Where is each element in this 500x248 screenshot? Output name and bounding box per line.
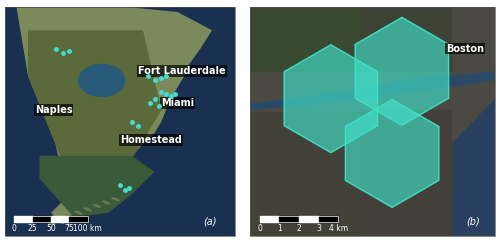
Bar bbox=[280, 216, 299, 222]
Text: 3: 3 bbox=[316, 224, 321, 233]
Polygon shape bbox=[355, 17, 448, 125]
Text: (a): (a) bbox=[203, 217, 216, 226]
Bar bbox=[250, 112, 360, 236]
Polygon shape bbox=[284, 45, 378, 153]
Bar bbox=[14, 216, 88, 222]
Bar bbox=[51, 216, 70, 222]
Bar bbox=[318, 216, 338, 222]
Ellipse shape bbox=[65, 214, 74, 218]
Text: 25: 25 bbox=[28, 224, 38, 233]
Text: 0: 0 bbox=[258, 224, 262, 233]
Text: 100 km: 100 km bbox=[74, 224, 102, 233]
Ellipse shape bbox=[92, 204, 102, 208]
Text: Homestead: Homestead bbox=[120, 135, 182, 145]
Polygon shape bbox=[16, 7, 212, 224]
Bar bbox=[360, 7, 451, 71]
Text: Miami: Miami bbox=[162, 98, 194, 108]
Polygon shape bbox=[346, 99, 439, 207]
Ellipse shape bbox=[56, 217, 64, 222]
Bar bbox=[260, 216, 338, 222]
Text: Boston: Boston bbox=[446, 43, 484, 54]
Polygon shape bbox=[451, 99, 495, 236]
Text: 50: 50 bbox=[46, 224, 56, 233]
Bar bbox=[70, 216, 88, 222]
Bar bbox=[14, 216, 32, 222]
Text: (b): (b) bbox=[466, 217, 480, 226]
Ellipse shape bbox=[46, 221, 56, 225]
Text: 2: 2 bbox=[296, 224, 302, 233]
Text: 4 km: 4 km bbox=[328, 224, 348, 233]
Text: Fort Lauderdale: Fort Lauderdale bbox=[138, 66, 226, 76]
Text: 75: 75 bbox=[64, 224, 74, 233]
Text: Naples: Naples bbox=[35, 105, 72, 115]
Polygon shape bbox=[28, 30, 162, 190]
Bar bbox=[260, 216, 280, 222]
Polygon shape bbox=[40, 156, 154, 217]
Text: 0: 0 bbox=[12, 224, 16, 233]
Ellipse shape bbox=[111, 197, 120, 201]
Bar bbox=[360, 110, 451, 236]
Ellipse shape bbox=[102, 200, 110, 205]
Bar bbox=[299, 216, 318, 222]
Bar bbox=[250, 7, 360, 71]
Polygon shape bbox=[250, 71, 495, 110]
Ellipse shape bbox=[74, 211, 83, 215]
Bar bbox=[32, 216, 51, 222]
Text: 1: 1 bbox=[277, 224, 282, 233]
Ellipse shape bbox=[84, 207, 92, 211]
Polygon shape bbox=[78, 64, 124, 96]
